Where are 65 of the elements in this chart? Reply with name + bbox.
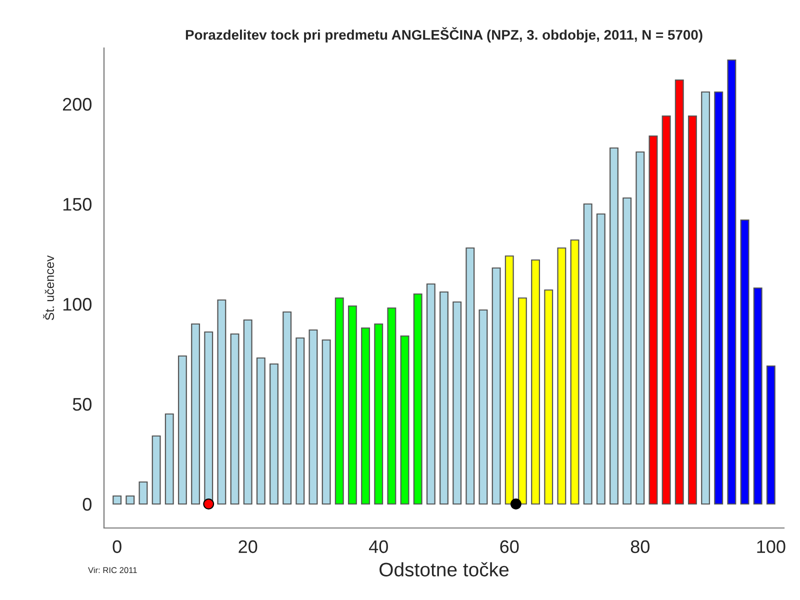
bar <box>426 283 436 505</box>
bar <box>544 289 554 505</box>
bar <box>648 135 658 505</box>
bar <box>466 247 475 505</box>
bar <box>322 339 331 505</box>
y-axis-title: Št. učencev <box>43 255 54 320</box>
bar <box>478 309 488 505</box>
bar <box>636 151 645 505</box>
x-tick-label: 0 <box>112 540 122 554</box>
bar <box>727 59 736 505</box>
bar <box>570 239 580 505</box>
bar <box>440 291 448 505</box>
x-tick-label: 80 <box>630 540 650 554</box>
bar <box>452 301 462 505</box>
chart-title: Porazdelitev tock pri predmetu ANGLEŠČINA (NPZ, 3. obdobje, 2011, N = 5700) <box>186 27 702 43</box>
bar <box>662 115 671 505</box>
y-tick-label: 200 <box>62 98 92 111</box>
bar <box>531 259 540 505</box>
bar <box>164 413 174 505</box>
bar <box>622 197 632 505</box>
bar <box>400 335 410 505</box>
bar <box>557 247 566 505</box>
y-tick-label: 100 <box>63 298 92 311</box>
bar <box>387 307 396 505</box>
bar <box>243 319 252 505</box>
bar <box>413 293 422 505</box>
x-axis-title: Odstotne točke <box>380 562 509 576</box>
bar <box>518 297 527 505</box>
bar <box>753 287 762 505</box>
bar <box>152 435 161 505</box>
bar <box>178 355 187 505</box>
bar <box>230 333 240 505</box>
bar <box>270 363 278 505</box>
bar <box>217 299 226 505</box>
bar <box>256 357 266 505</box>
bar <box>714 91 724 505</box>
text: Vir: RIC 2011 <box>88 566 137 574</box>
bar <box>334 297 344 505</box>
bar <box>296 337 305 505</box>
x-tick-label: 20 <box>238 540 258 554</box>
y-tick-label: 150 <box>63 198 92 211</box>
bar <box>766 365 776 505</box>
bar <box>740 219 750 505</box>
bar <box>112 495 122 505</box>
x-tick-label: 60 <box>500 540 519 554</box>
bar <box>492 267 501 505</box>
y-tick-label: 50 <box>72 398 92 411</box>
bar <box>688 115 697 505</box>
bar <box>374 323 384 505</box>
bar <box>610 147 618 505</box>
bar <box>126 495 135 505</box>
bar <box>191 323 200 505</box>
x-tick-label: 100 <box>757 540 786 554</box>
bar <box>308 329 318 505</box>
bar <box>282 311 292 505</box>
bar <box>361 327 370 505</box>
bar <box>596 213 606 505</box>
bar <box>504 255 514 505</box>
y-tick-label: 0 <box>82 498 92 511</box>
x-tick-label: 40 <box>368 540 388 554</box>
bar <box>674 79 684 505</box>
bar <box>701 91 710 505</box>
bar <box>348 305 357 505</box>
bar <box>583 203 592 505</box>
bar <box>138 481 148 505</box>
